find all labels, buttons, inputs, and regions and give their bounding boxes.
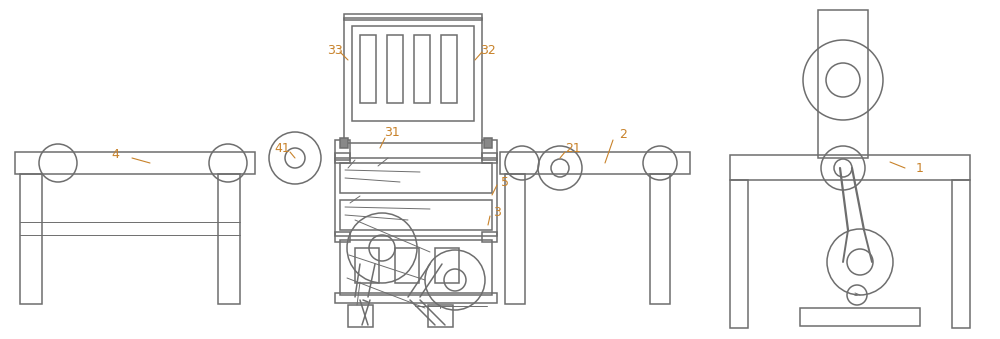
Bar — [335, 293, 497, 303]
Bar — [952, 180, 970, 328]
Bar — [344, 14, 482, 20]
Bar — [435, 248, 459, 283]
Bar — [340, 200, 492, 230]
Bar — [340, 163, 492, 193]
Bar — [360, 35, 376, 103]
Text: 31: 31 — [384, 126, 400, 140]
Bar — [500, 152, 690, 174]
Bar — [20, 174, 42, 304]
Bar — [650, 174, 670, 304]
Bar — [730, 155, 970, 180]
Bar — [818, 10, 868, 158]
Bar — [335, 232, 350, 242]
Bar — [335, 158, 497, 236]
Bar — [800, 308, 920, 326]
Bar — [482, 232, 497, 242]
Bar — [340, 138, 348, 148]
Bar — [355, 248, 379, 283]
Bar — [441, 35, 457, 103]
Text: 32: 32 — [480, 43, 496, 57]
Bar — [387, 35, 403, 103]
Bar — [428, 305, 453, 327]
Text: 33: 33 — [327, 43, 343, 57]
Bar — [218, 174, 240, 304]
Bar — [730, 180, 748, 328]
Text: 21: 21 — [565, 141, 581, 155]
Text: 1: 1 — [916, 161, 924, 175]
Text: 4: 4 — [111, 148, 119, 161]
Text: 3: 3 — [493, 206, 501, 219]
Bar — [482, 153, 497, 163]
Bar — [15, 152, 255, 174]
Bar — [482, 140, 497, 160]
Bar — [505, 174, 525, 304]
Text: 5: 5 — [501, 177, 509, 190]
Text: 2: 2 — [619, 128, 627, 141]
Bar — [335, 153, 350, 163]
Bar — [348, 305, 373, 327]
Bar — [335, 140, 350, 160]
Bar — [395, 248, 419, 283]
Bar — [414, 35, 430, 103]
Text: 41: 41 — [274, 141, 290, 155]
Bar — [340, 240, 492, 295]
Bar — [484, 138, 492, 148]
Bar — [352, 26, 474, 121]
Bar — [344, 18, 482, 143]
